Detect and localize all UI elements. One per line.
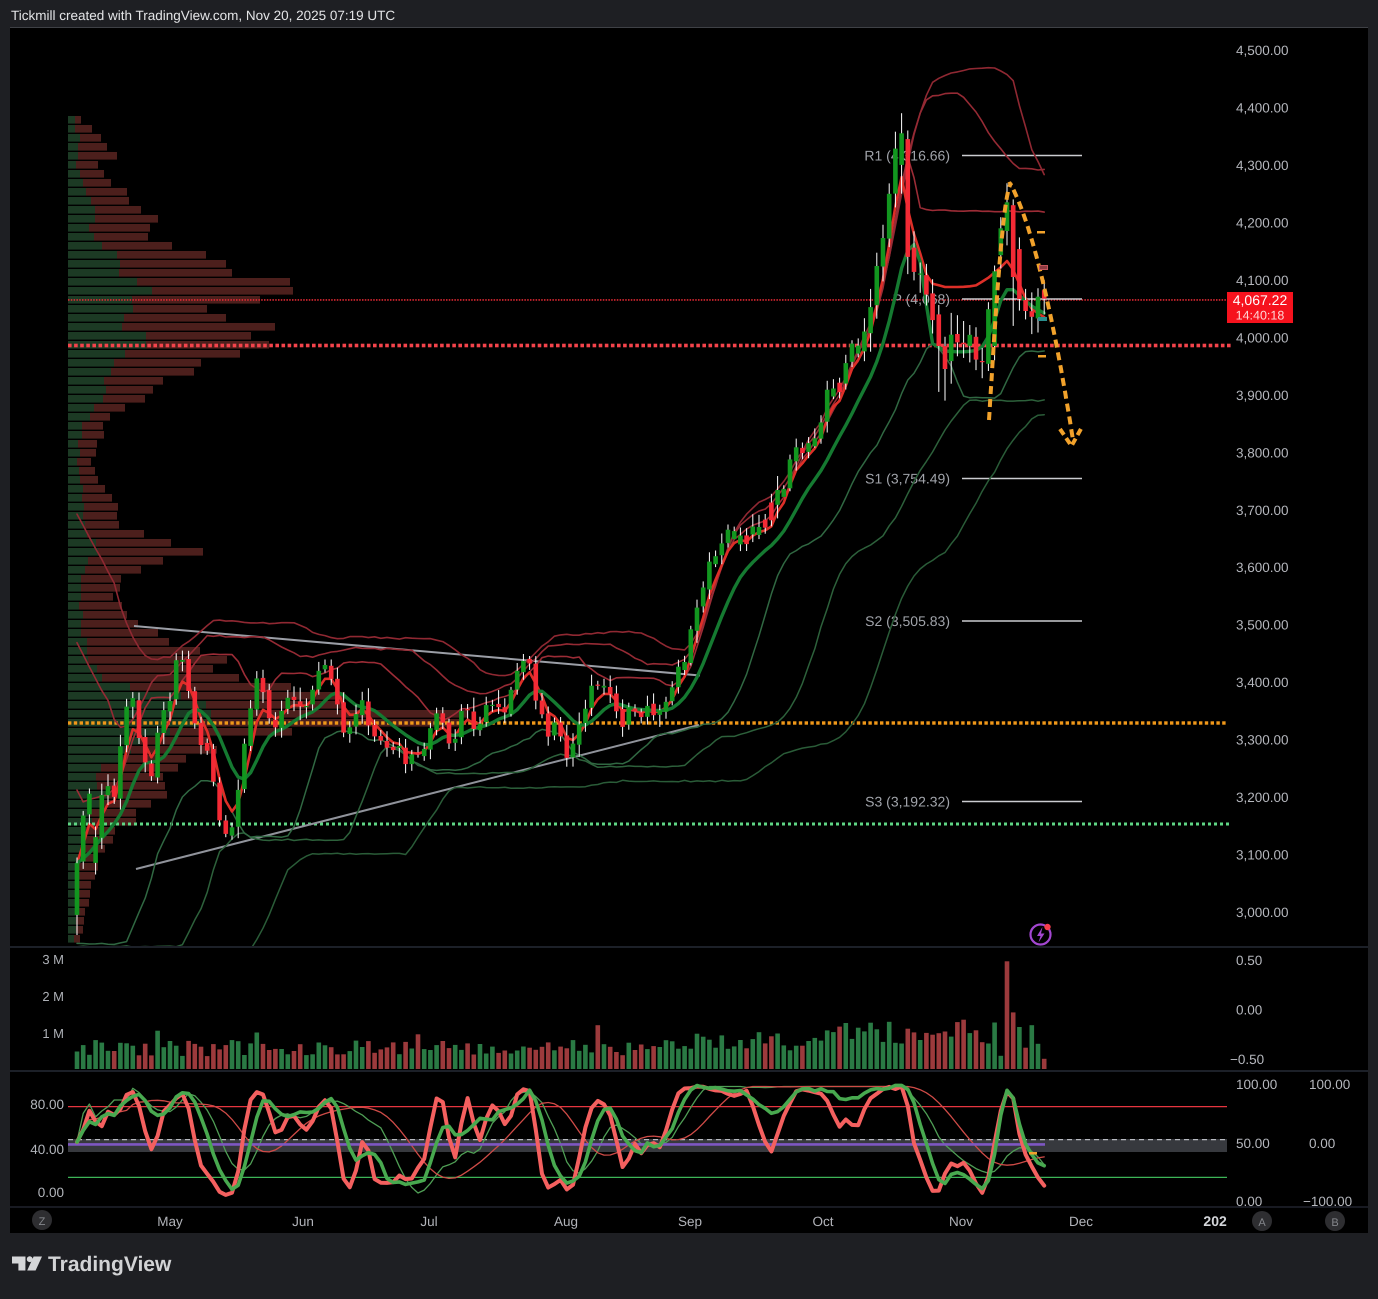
svg-text:Z: Z	[39, 1216, 46, 1228]
svg-text:Tickmill created with TradingV: Tickmill created with TradingView.com, N…	[11, 8, 395, 23]
svg-text:100.00: 100.00	[1236, 1077, 1277, 1092]
svg-text:40.00: 40.00	[30, 1142, 64, 1157]
svg-text:A: A	[1258, 1217, 1266, 1229]
svg-text:Sep: Sep	[678, 1214, 702, 1229]
svg-text:0.50: 0.50	[1236, 953, 1262, 968]
svg-text:−0.50: −0.50	[1230, 1052, 1264, 1067]
svg-text:3,800.00: 3,800.00	[1236, 445, 1289, 460]
svg-text:3,400.00: 3,400.00	[1236, 675, 1289, 690]
svg-text:Oct: Oct	[812, 1214, 833, 1229]
svg-text:Aug: Aug	[554, 1214, 578, 1229]
svg-text:3 M: 3 M	[42, 952, 64, 967]
svg-text:14:40:18: 14:40:18	[1236, 309, 1285, 323]
svg-text:4,000.00: 4,000.00	[1236, 330, 1289, 345]
svg-text:3,200.00: 3,200.00	[1236, 790, 1289, 805]
svg-text:S3 (3,192.32): S3 (3,192.32)	[865, 794, 950, 810]
svg-text:50.00: 50.00	[1236, 1136, 1270, 1151]
svg-text:S2 (3,505.83): S2 (3,505.83)	[865, 613, 950, 629]
svg-text:3,900.00: 3,900.00	[1236, 388, 1289, 403]
svg-text:4,500.00: 4,500.00	[1236, 43, 1289, 58]
svg-text:3,100.00: 3,100.00	[1236, 848, 1289, 863]
svg-text:4,067.22: 4,067.22	[1233, 292, 1288, 308]
svg-text:May: May	[157, 1214, 183, 1229]
svg-text:3,300.00: 3,300.00	[1236, 733, 1289, 748]
svg-text:1 M: 1 M	[42, 1026, 64, 1041]
svg-text:0.00: 0.00	[1236, 1194, 1262, 1209]
svg-text:3,700.00: 3,700.00	[1236, 503, 1289, 518]
svg-text:4,400.00: 4,400.00	[1236, 100, 1289, 115]
svg-text:Dec: Dec	[1069, 1214, 1093, 1229]
svg-text:4,300.00: 4,300.00	[1236, 158, 1289, 173]
svg-text:3,000.00: 3,000.00	[1236, 905, 1289, 920]
svg-text:2 M: 2 M	[42, 989, 64, 1004]
svg-text:4,100.00: 4,100.00	[1236, 273, 1289, 288]
svg-text:0.00: 0.00	[38, 1185, 64, 1200]
svg-text:0.00: 0.00	[1236, 1003, 1262, 1018]
svg-text:3,500.00: 3,500.00	[1236, 618, 1289, 633]
svg-text:Jul: Jul	[420, 1214, 437, 1229]
svg-text:0.00: 0.00	[1309, 1136, 1335, 1151]
svg-text:P (4,068): P (4,068)	[893, 291, 950, 307]
svg-text:B: B	[1331, 1217, 1338, 1229]
svg-text:TradingView: TradingView	[48, 1253, 172, 1276]
svg-text:80.00: 80.00	[30, 1097, 64, 1112]
svg-text:100.00: 100.00	[1309, 1077, 1350, 1092]
svg-text:Jun: Jun	[292, 1214, 314, 1229]
svg-text:S1 (3,754.49): S1 (3,754.49)	[865, 471, 950, 487]
svg-text:2026: 2026	[1203, 1213, 1234, 1229]
svg-text:Nov: Nov	[949, 1214, 973, 1229]
svg-text:−100.00: −100.00	[1303, 1194, 1352, 1209]
svg-text:4,200.00: 4,200.00	[1236, 215, 1289, 230]
svg-text:3,600.00: 3,600.00	[1236, 560, 1289, 575]
